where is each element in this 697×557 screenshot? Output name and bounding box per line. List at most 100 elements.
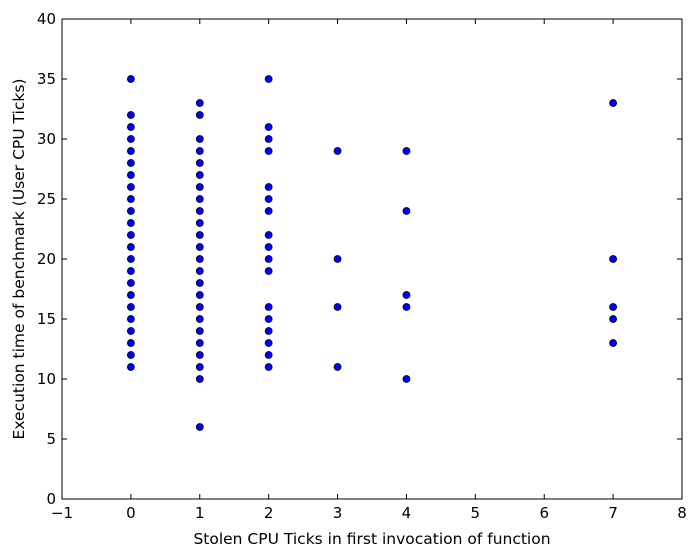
data-point xyxy=(264,351,273,359)
data-point xyxy=(126,75,135,83)
data-point xyxy=(609,303,618,311)
x-tick-label: 2 xyxy=(264,504,274,522)
data-point xyxy=(264,339,273,347)
data-point xyxy=(195,99,204,107)
data-point xyxy=(264,243,273,251)
data-point xyxy=(264,363,273,371)
data-point xyxy=(126,147,135,155)
data-point xyxy=(195,423,204,431)
data-point xyxy=(126,195,135,203)
data-point xyxy=(264,135,273,143)
data-point xyxy=(126,339,135,347)
data-point xyxy=(195,267,204,275)
data-points xyxy=(126,75,618,431)
data-point xyxy=(264,303,273,311)
data-point xyxy=(195,243,204,251)
data-point xyxy=(126,171,135,179)
data-point xyxy=(195,303,204,311)
x-tick-label: 6 xyxy=(539,504,549,522)
data-point xyxy=(126,243,135,251)
y-tick-label: 10 xyxy=(37,370,56,388)
x-tick-label: 7 xyxy=(608,504,618,522)
data-point xyxy=(126,255,135,263)
data-point xyxy=(609,315,618,323)
x-tick-label: 8 xyxy=(677,504,687,522)
data-point xyxy=(126,135,135,143)
data-point xyxy=(126,231,135,239)
data-point xyxy=(126,123,135,131)
data-point xyxy=(195,111,204,119)
data-point xyxy=(264,123,273,131)
data-point xyxy=(333,147,342,155)
data-point xyxy=(126,207,135,215)
data-point xyxy=(126,315,135,323)
data-point xyxy=(264,195,273,203)
data-point xyxy=(264,147,273,155)
data-point xyxy=(126,267,135,275)
data-point xyxy=(333,303,342,311)
data-point xyxy=(126,279,135,287)
data-point xyxy=(195,231,204,239)
x-tick-label: 5 xyxy=(471,504,481,522)
data-point xyxy=(195,363,204,371)
data-point xyxy=(264,255,273,263)
y-tick-label: 30 xyxy=(37,130,56,148)
data-point xyxy=(264,183,273,191)
data-point xyxy=(126,363,135,371)
data-point xyxy=(264,327,273,335)
y-tick-label: 25 xyxy=(37,190,56,208)
y-tick-label: 0 xyxy=(46,490,56,508)
data-point xyxy=(195,159,204,167)
data-point xyxy=(402,303,411,311)
data-point xyxy=(264,267,273,275)
data-point xyxy=(126,303,135,311)
data-point xyxy=(609,99,618,107)
x-tick-label: −1 xyxy=(51,504,73,522)
data-point xyxy=(402,207,411,215)
y-tick-label: 20 xyxy=(37,250,56,268)
data-point xyxy=(126,111,135,119)
data-point xyxy=(195,351,204,359)
data-point xyxy=(126,183,135,191)
x-tick-label: 0 xyxy=(126,504,136,522)
y-tick-label: 5 xyxy=(46,430,56,448)
data-point xyxy=(402,147,411,155)
plot-frame xyxy=(61,18,683,500)
x-tick-label: 3 xyxy=(333,504,343,522)
data-point xyxy=(195,327,204,335)
data-point xyxy=(195,255,204,263)
data-point xyxy=(126,327,135,335)
y-tick-label: 35 xyxy=(37,70,56,88)
data-point xyxy=(609,255,618,263)
data-point xyxy=(264,231,273,239)
y-tick-label: 40 xyxy=(37,10,56,28)
data-point xyxy=(126,159,135,167)
data-point xyxy=(402,375,411,383)
data-point xyxy=(264,75,273,83)
data-point xyxy=(609,339,618,347)
data-point xyxy=(195,183,204,191)
data-point xyxy=(195,195,204,203)
data-point xyxy=(195,291,204,299)
data-point xyxy=(195,207,204,215)
data-point xyxy=(126,291,135,299)
y-axis-label: Execution time of benchmark (User CPU Ti… xyxy=(10,79,28,440)
data-point xyxy=(333,363,342,371)
data-point xyxy=(264,207,273,215)
data-point xyxy=(195,315,204,323)
data-point xyxy=(195,171,204,179)
data-point xyxy=(333,255,342,263)
data-point xyxy=(195,135,204,143)
data-point xyxy=(126,351,135,359)
data-point xyxy=(195,147,204,155)
data-point xyxy=(195,219,204,227)
data-point xyxy=(195,279,204,287)
x-tick-label: 1 xyxy=(195,504,205,522)
x-axis-label: Stolen CPU Ticks in first invocation of … xyxy=(193,530,550,548)
data-point xyxy=(126,219,135,227)
data-point xyxy=(195,375,204,383)
data-point xyxy=(402,291,411,299)
data-point xyxy=(264,315,273,323)
